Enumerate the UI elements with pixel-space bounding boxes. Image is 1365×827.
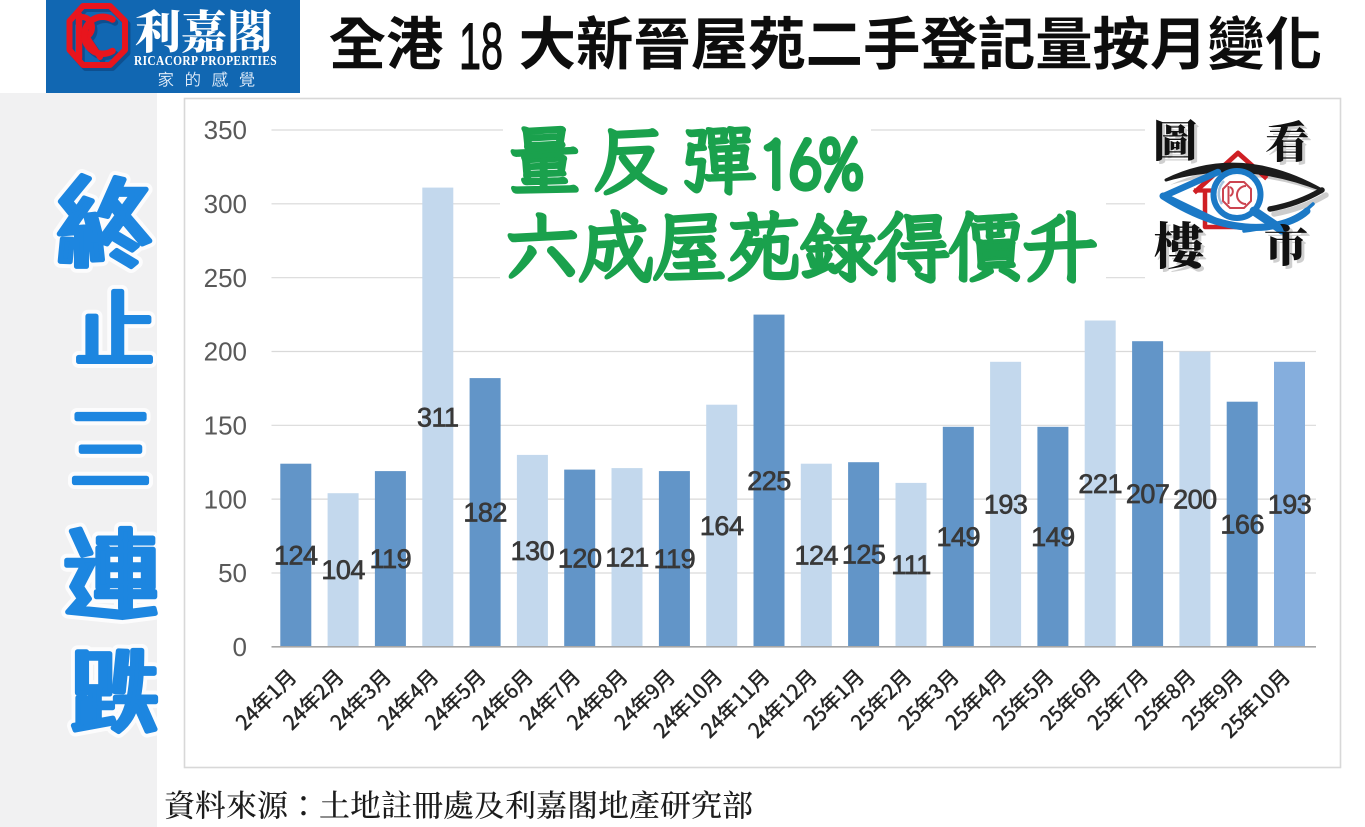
svg-text:166: 166	[1220, 510, 1264, 540]
svg-text:119: 119	[654, 544, 696, 574]
svg-text:221: 221	[1078, 469, 1122, 499]
svg-text:100: 100	[204, 484, 247, 514]
svg-text:164: 164	[700, 511, 744, 541]
svg-text:124: 124	[795, 541, 839, 571]
svg-text:207: 207	[1126, 479, 1170, 509]
svg-text:120: 120	[558, 543, 602, 573]
svg-text:225: 225	[747, 466, 791, 496]
svg-text:125: 125	[842, 540, 886, 570]
svg-text:350: 350	[204, 115, 247, 145]
svg-text:130: 130	[511, 536, 555, 566]
svg-text:0: 0	[233, 632, 247, 662]
svg-text:300: 300	[204, 189, 247, 219]
svg-text:200: 200	[204, 337, 247, 367]
svg-text:119: 119	[370, 544, 412, 574]
svg-text:RICACORP PROPERTIES: RICACORP PROPERTIES	[134, 53, 277, 68]
svg-text:50: 50	[218, 558, 247, 588]
svg-text:121: 121	[605, 543, 649, 573]
svg-text:193: 193	[1268, 490, 1312, 520]
svg-text:104: 104	[321, 555, 365, 585]
svg-text:150: 150	[204, 411, 247, 441]
svg-text:311: 311	[417, 402, 459, 432]
svg-text:250: 250	[204, 263, 247, 293]
svg-text:111: 111	[891, 550, 931, 580]
svg-text:193: 193	[984, 490, 1028, 520]
svg-text:182: 182	[463, 498, 507, 528]
svg-text:18: 18	[459, 9, 503, 83]
svg-text:124: 124	[274, 541, 318, 571]
svg-text:149: 149	[1031, 522, 1075, 552]
svg-text:200: 200	[1173, 484, 1217, 514]
svg-text:149: 149	[937, 522, 981, 552]
